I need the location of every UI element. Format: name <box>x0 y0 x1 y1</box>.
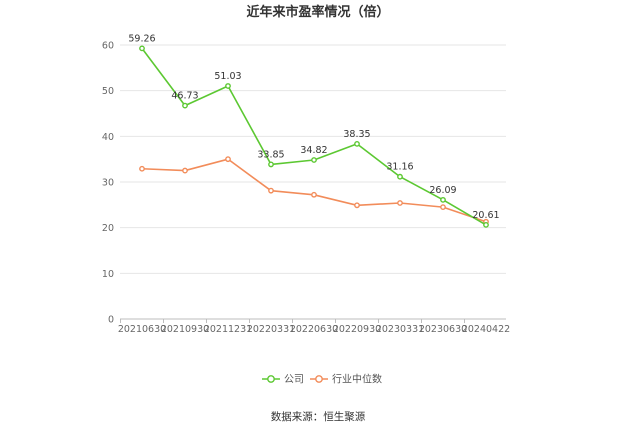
data-label: 51.03 <box>214 71 241 82</box>
data-label: 34.82 <box>300 145 327 156</box>
legend-swatch-marker <box>315 375 323 383</box>
x-tick-label: 20220930 <box>333 324 381 335</box>
legend-item-company: 公司 <box>262 375 304 386</box>
x-tick-label: 20220630 <box>290 324 338 335</box>
x-tick-label: 20210930 <box>161 324 209 335</box>
y-tick-label: 30 <box>102 178 114 189</box>
grid-layer <box>120 44 506 274</box>
data-label: 31.16 <box>386 162 413 173</box>
y-tick-label: 20 <box>102 223 114 234</box>
y-tick-label: 50 <box>102 86 114 97</box>
y-tick-label: 0 <box>108 315 114 326</box>
legend-swatch-marker <box>267 375 275 383</box>
data-point <box>354 202 360 209</box>
data-label: 20.61 <box>472 210 499 221</box>
chart-title: 近年来市盈率情况（倍） <box>246 4 389 20</box>
y-tick-label: 10 <box>102 269 114 280</box>
data-point <box>311 191 317 198</box>
data-label: 38.35 <box>343 129 370 140</box>
x-tick-label: 20220331 <box>247 324 295 335</box>
data-label: 33.85 <box>257 149 284 160</box>
legend-label: 公司 <box>284 375 304 386</box>
data-point <box>483 221 489 228</box>
x-tick-label: 20230630 <box>419 324 467 335</box>
data-point <box>397 173 403 180</box>
data-point <box>225 83 231 89</box>
legend-label: 行业中位数 <box>332 373 382 386</box>
data-label: 59.26 <box>128 33 155 44</box>
x-tick-label: 20240422 <box>462 324 510 335</box>
data-point <box>268 187 274 194</box>
y-tick-label: 60 <box>102 41 114 52</box>
data-point <box>139 45 145 52</box>
data-point <box>139 165 145 172</box>
x-tick-label: 20211231 <box>204 324 252 335</box>
data-source-note: 数据来源：恒生聚源 <box>271 410 366 423</box>
data-label: 46.73 <box>171 91 198 102</box>
data-point <box>397 200 403 206</box>
data-point <box>182 102 188 109</box>
data-point <box>268 161 274 168</box>
legend-item-industry-median: 行业中位数 <box>310 373 382 386</box>
data-label: 26.09 <box>429 185 456 196</box>
axis-layer: 0102030405060202106302021093020211231202… <box>102 41 510 336</box>
legend: 公司 行业中位数 <box>262 373 382 386</box>
data-point <box>440 196 446 203</box>
series-layer <box>139 45 489 228</box>
data-point <box>225 156 231 163</box>
data-point <box>440 204 446 211</box>
data-label-layer: 59.26 46.73 51.03 33.85 34.82 38.35 31.16 26.09… <box>128 33 499 221</box>
x-tick-label: 20230331 <box>376 324 424 335</box>
x-tick-label: 20210630 <box>118 324 166 335</box>
data-point <box>182 167 188 174</box>
data-point <box>311 157 317 163</box>
y-tick-label: 40 <box>102 132 114 143</box>
data-point <box>354 140 360 147</box>
